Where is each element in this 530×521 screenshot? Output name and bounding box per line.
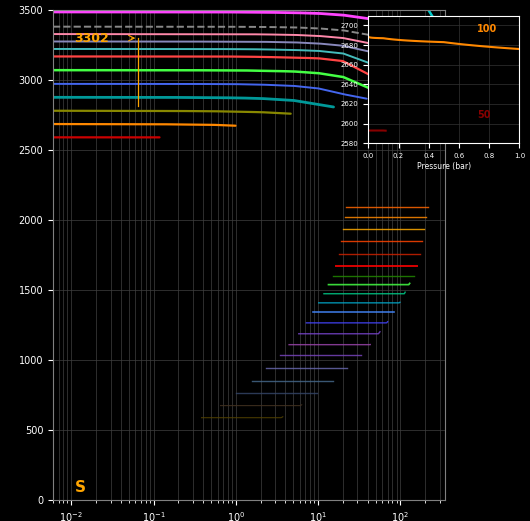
- Text: 400: 400: [446, 89, 466, 99]
- Text: 350: 350: [446, 79, 466, 89]
- Text: 375: 375: [446, 84, 466, 94]
- Text: 500: 500: [446, 64, 466, 74]
- Text: S: S: [75, 480, 86, 495]
- Text: 300: 300: [446, 72, 466, 82]
- Text: 3302: 3302: [75, 32, 109, 45]
- Text: 50: 50: [446, 132, 460, 142]
- Text: 100: 100: [446, 121, 466, 131]
- Text: 200: 200: [446, 102, 466, 112]
- Text: 50: 50: [477, 110, 491, 120]
- Text: 425: 425: [446, 81, 466, 91]
- Text: 600: 600: [446, 23, 466, 33]
- Text: 100: 100: [477, 24, 497, 34]
- Text: 150: 150: [446, 109, 466, 119]
- Text: 250: 250: [446, 94, 466, 104]
- Text: 450: 450: [446, 72, 466, 82]
- X-axis label: Pressure (bar): Pressure (bar): [417, 162, 471, 171]
